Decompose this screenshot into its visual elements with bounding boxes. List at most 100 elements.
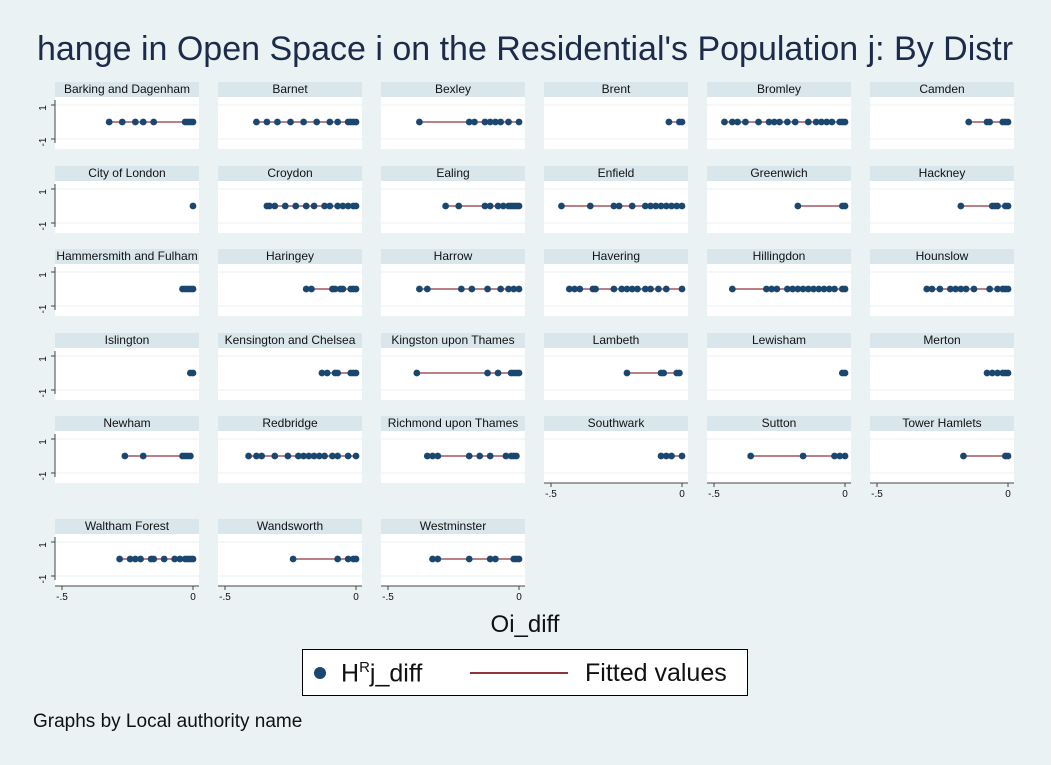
data-point bbox=[799, 452, 807, 460]
data-point bbox=[253, 452, 260, 460]
x-tick-label: -.5 bbox=[219, 592, 231, 603]
data-point bbox=[434, 555, 442, 563]
data-point bbox=[468, 285, 476, 293]
panel-kingston-upon-thames: Kingston upon Thames bbox=[381, 333, 525, 400]
panel-title: Havering bbox=[544, 249, 688, 264]
data-point bbox=[836, 452, 844, 460]
panel-tower-hamlets: Tower Hamlets -.5 0 bbox=[870, 416, 1014, 500]
legend-series-label: HRj_diff bbox=[341, 659, 423, 688]
data-point bbox=[455, 202, 463, 210]
panel-title: Merton bbox=[870, 333, 1014, 348]
data-point bbox=[245, 452, 252, 460]
data-point bbox=[678, 452, 686, 460]
panel-title: Kensington and Chelsea bbox=[218, 333, 362, 348]
data-point bbox=[486, 452, 494, 460]
data-point bbox=[300, 452, 307, 460]
data-point bbox=[116, 555, 124, 563]
panel-camden: Camden bbox=[870, 82, 1014, 149]
data-point bbox=[423, 452, 431, 460]
data-point bbox=[486, 118, 494, 126]
data-point bbox=[558, 202, 565, 210]
data-point bbox=[266, 202, 273, 210]
data-point bbox=[442, 202, 450, 210]
data-point bbox=[271, 202, 279, 210]
panel-bromley: Bromley bbox=[707, 82, 851, 149]
data-point bbox=[189, 118, 197, 126]
y-tick-label: 1 bbox=[38, 189, 49, 195]
data-point bbox=[810, 285, 817, 293]
data-point bbox=[610, 285, 618, 293]
data-point bbox=[289, 555, 297, 563]
panel-plot-area bbox=[870, 431, 1014, 483]
data-point bbox=[515, 285, 523, 293]
y-tick-label: -1 bbox=[38, 574, 49, 583]
data-point bbox=[831, 452, 838, 460]
panel-sutton: Sutton -.5 0 bbox=[707, 416, 851, 500]
data-point bbox=[647, 202, 654, 210]
data-point bbox=[471, 118, 478, 126]
data-point bbox=[329, 452, 336, 460]
data-point bbox=[281, 202, 289, 210]
data-point bbox=[352, 285, 360, 293]
data-point bbox=[799, 285, 807, 293]
panel-title: Tower Hamlets bbox=[870, 416, 1014, 431]
x-tick-label: 0 bbox=[190, 592, 196, 603]
data-point bbox=[499, 202, 507, 210]
data-point bbox=[284, 452, 292, 460]
data-point bbox=[344, 202, 352, 210]
x-tick-label: 0 bbox=[516, 592, 522, 603]
panel-title: Redbridge bbox=[218, 416, 362, 431]
panel-title: Hillingdon bbox=[707, 249, 851, 264]
data-point bbox=[831, 285, 838, 293]
data-point bbox=[804, 118, 812, 126]
data-point bbox=[763, 285, 770, 293]
data-point bbox=[302, 202, 310, 210]
panel-title: Hackney bbox=[870, 166, 1014, 181]
panel-title: Islington bbox=[55, 333, 199, 348]
panel-title: Enfield bbox=[544, 166, 688, 181]
data-point bbox=[641, 285, 649, 293]
panel-richmond-upon-thames: Richmond upon Thames bbox=[381, 416, 525, 483]
panel-title: Ealing bbox=[381, 166, 525, 181]
data-point bbox=[957, 285, 965, 293]
data-point bbox=[841, 118, 849, 126]
data-point bbox=[812, 118, 820, 126]
panel-svg bbox=[870, 271, 1014, 307]
data-point bbox=[352, 555, 360, 563]
panel-lambeth: Lambeth bbox=[544, 333, 688, 400]
data-point bbox=[139, 118, 147, 126]
data-point bbox=[486, 202, 494, 210]
panel-hackney: Hackney bbox=[870, 166, 1014, 233]
data-point bbox=[791, 118, 799, 126]
panel-svg bbox=[707, 355, 851, 391]
panel-svg bbox=[218, 271, 362, 307]
data-point bbox=[936, 285, 944, 293]
panel-svg bbox=[218, 104, 362, 140]
data-point bbox=[952, 285, 959, 293]
y-tick-label: -1 bbox=[38, 221, 49, 230]
data-point bbox=[131, 118, 139, 126]
data-point bbox=[765, 118, 773, 126]
data-point bbox=[1004, 118, 1012, 126]
data-point bbox=[655, 285, 662, 293]
data-point bbox=[957, 202, 965, 210]
data-point bbox=[476, 452, 484, 460]
panel-southwark: Southwark -.5 0 bbox=[544, 416, 688, 500]
data-point bbox=[512, 452, 520, 460]
panel-svg: -.5 0 bbox=[707, 438, 851, 500]
data-point bbox=[334, 369, 342, 377]
x-tick-label: 0 bbox=[679, 489, 685, 500]
data-point bbox=[815, 285, 823, 293]
panel-title: Haringey bbox=[218, 249, 362, 264]
data-point bbox=[429, 452, 436, 460]
data-point bbox=[747, 452, 755, 460]
data-point bbox=[321, 202, 328, 210]
data-point bbox=[313, 118, 321, 126]
panel-title: Barnet bbox=[218, 82, 362, 97]
data-point bbox=[662, 202, 670, 210]
panel-svg: 1 -1 bbox=[38, 434, 199, 480]
panel-hillingdon: Hillingdon bbox=[707, 249, 851, 316]
data-point bbox=[126, 555, 134, 563]
panel-title: Hounslow bbox=[870, 249, 1014, 264]
data-point bbox=[994, 202, 1001, 210]
